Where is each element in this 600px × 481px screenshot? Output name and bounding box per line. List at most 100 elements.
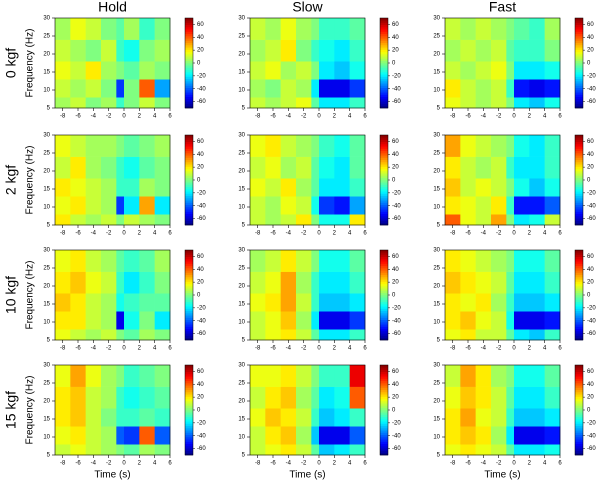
colorbar-label: -20 [587, 305, 596, 311]
heat-cell [250, 79, 266, 98]
colorbar-step [380, 139, 388, 143]
heat-cell [445, 135, 461, 157]
colorbar-step [575, 398, 583, 402]
colorbar-step [380, 254, 388, 258]
colorbar-step [380, 144, 388, 147]
x-tick-label: 2 [528, 346, 532, 352]
colorbar-label: 0 [587, 61, 591, 67]
colorbar-step [185, 51, 193, 55]
y-tick-label: 30 [43, 16, 50, 22]
colorbar-step [575, 141, 583, 145]
colorbar-step [380, 40, 388, 44]
colorbar-step [185, 331, 193, 334]
colorbar-step [575, 326, 583, 330]
colorbar-step [185, 389, 193, 393]
x-tick-label: -2 [301, 346, 307, 352]
heat-cell [265, 135, 281, 157]
heat-cell [124, 61, 140, 80]
heat-cell [460, 156, 476, 179]
heat-cell [265, 365, 281, 387]
x-tick-label: -8 [255, 346, 261, 352]
heat-cell [491, 386, 507, 409]
colorbar-step [380, 168, 388, 172]
heat-cell [296, 39, 312, 62]
colorbar-step [380, 218, 388, 221]
y-tick-label: 30 [238, 16, 245, 22]
colorbar-step [185, 335, 193, 339]
heat-cell [491, 365, 507, 387]
heat-cell [280, 97, 297, 109]
colorbar-step [575, 162, 583, 165]
colorbar-label: -20 [197, 420, 206, 426]
heat-cell [491, 426, 507, 445]
colorbar-step [575, 189, 583, 192]
heat-cell [124, 408, 140, 427]
heat-cell [85, 329, 102, 341]
heat-cell [529, 18, 545, 40]
colorbar-step [185, 60, 193, 64]
heat-cell [529, 271, 545, 294]
plot-frame [54, 364, 171, 456]
colorbar-step [380, 220, 388, 224]
colorbar-step [575, 211, 583, 215]
colorbar-step [575, 76, 583, 80]
colorbar-step [185, 90, 193, 93]
y-tick-label: 30 [238, 248, 245, 254]
heat-cell [116, 444, 125, 456]
heat-cell [349, 214, 366, 226]
colorbar-step [185, 96, 193, 100]
colorbar-step [380, 385, 388, 388]
x-tick-label: -2 [496, 231, 502, 237]
colorbar-step [185, 306, 193, 309]
heat-cell [475, 178, 492, 197]
colorbar-step [185, 155, 193, 158]
colorbar-step [185, 159, 193, 163]
x-tick-label: -2 [106, 114, 112, 120]
colorbar-step [185, 437, 193, 440]
colorbar-step [185, 322, 193, 325]
heat-cell [460, 18, 476, 40]
heat-cell [475, 196, 492, 215]
heat-cell [311, 365, 320, 387]
y-tick-label: 5 [437, 106, 441, 112]
x-tick-label: -8 [450, 346, 456, 352]
colorbar-step [575, 54, 583, 57]
colorbar-step [380, 434, 388, 438]
heat-cell [250, 156, 266, 179]
heat-cell [445, 39, 461, 62]
heat-cell [460, 444, 476, 456]
colorbar-step [185, 432, 193, 436]
colorbar-step [185, 105, 193, 109]
heat-cell [475, 214, 492, 226]
heat-cell [296, 178, 312, 197]
colorbar-label: 40 [392, 382, 399, 388]
colorbar-step [380, 398, 388, 402]
colorbar-step [380, 22, 388, 26]
heat-cell [139, 214, 155, 226]
colorbar-step [380, 213, 388, 217]
heat-cell [349, 97, 366, 109]
x-tick-label: -6 [75, 114, 81, 120]
colorbar-step [185, 191, 193, 194]
heat-cell [55, 311, 71, 330]
heat-cell [460, 311, 476, 330]
row-label: 10 kgf [3, 276, 19, 314]
heat-cell [514, 39, 530, 62]
y-tick-label: 30 [43, 248, 50, 254]
colorbar-label: 60 [587, 254, 594, 260]
heat-cell [460, 365, 476, 387]
colorbar-step [380, 443, 388, 447]
colorbar-step [575, 180, 583, 183]
heat-cell [116, 97, 125, 109]
y-tick-label: 30 [433, 363, 440, 369]
colorbar-step [380, 72, 388, 75]
heat-cell [445, 444, 461, 456]
colorbar-step [575, 403, 583, 406]
colorbar-step [380, 335, 388, 339]
colorbar-label: -60 [587, 99, 596, 105]
heat-cell [529, 329, 545, 341]
colorbar-step [380, 162, 388, 165]
heat-cell [154, 18, 171, 40]
colorbar-step [185, 423, 193, 427]
colorbar-step [380, 90, 388, 93]
